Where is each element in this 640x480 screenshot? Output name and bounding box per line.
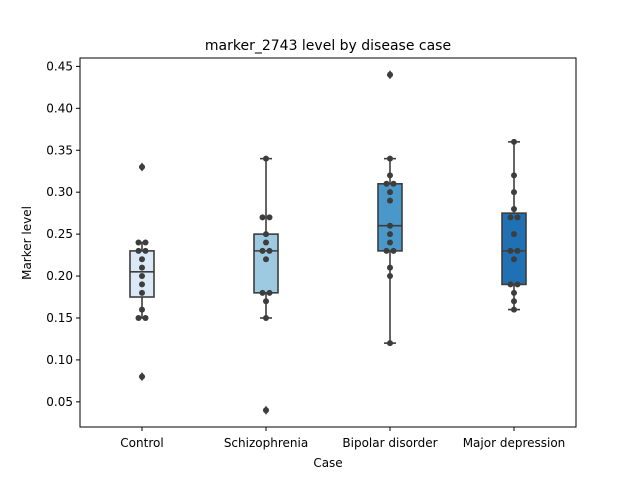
point-schizophrenia-9 (266, 289, 273, 296)
point-major-depression-13 (511, 298, 517, 305)
point-major-depression-12 (511, 289, 517, 296)
x-tick-label-2: Bipolar disorder (342, 436, 437, 450)
point-bipolar-disorder-9 (387, 239, 393, 246)
y-tick-label-2: 0.15 (46, 311, 73, 325)
point-major-depression-11 (514, 281, 521, 288)
point-bipolar-disorder-1 (387, 155, 393, 162)
point-control-11 (135, 314, 142, 321)
point-bipolar-disorder-11 (390, 247, 397, 254)
point-control-7 (139, 273, 145, 280)
point-control-8 (139, 281, 145, 288)
point-schizophrenia-12 (263, 407, 269, 414)
point-major-depression-6 (511, 231, 517, 238)
point-control-12 (142, 314, 149, 321)
chart-title: marker_2743 level by disease case (205, 38, 451, 54)
point-schizophrenia-7 (263, 256, 269, 263)
point-control-0 (139, 164, 145, 171)
point-control-2 (142, 239, 149, 246)
point-major-depression-1 (511, 172, 517, 179)
y-axis-title: Marker level (20, 206, 34, 280)
y-tick-label-4: 0.25 (46, 227, 73, 241)
y-tick-label-5: 0.30 (46, 185, 73, 199)
y-tick-label-1: 0.10 (46, 353, 73, 367)
point-major-depression-0 (511, 138, 517, 145)
point-bipolar-disorder-7 (387, 222, 393, 229)
point-bipolar-disorder-12 (387, 264, 393, 271)
point-major-depression-7 (507, 247, 514, 254)
point-major-depression-8 (514, 247, 521, 254)
point-schizophrenia-4 (263, 239, 269, 246)
y-tick-label-3: 0.20 (46, 269, 73, 283)
point-schizophrenia-11 (263, 314, 269, 321)
point-bipolar-disorder-10 (383, 247, 390, 254)
point-control-5 (139, 256, 145, 263)
y-tick-label-7: 0.40 (46, 101, 73, 115)
x-tick-label-0: Control (120, 436, 163, 450)
point-bipolar-disorder-6 (387, 197, 393, 204)
point-bipolar-disorder-3 (383, 180, 390, 187)
point-control-10 (139, 306, 145, 313)
point-schizophrenia-2 (266, 214, 273, 221)
y-tick-label-0: 0.05 (46, 395, 73, 409)
x-tick-label-3: Major depression (463, 436, 566, 450)
plot-area: 0.05 0.10 0.15 0.20 0.25 0.30 0.35 0.40 0.45 Cont… (46, 57, 577, 450)
point-control-3 (135, 247, 142, 254)
point-schizophrenia-5 (259, 247, 266, 254)
plot-frame (79, 57, 577, 428)
point-control-6 (139, 264, 145, 271)
point-control-13 (139, 373, 145, 380)
point-bipolar-disorder-2 (387, 172, 393, 179)
point-schizophrenia-1 (259, 214, 266, 221)
point-major-depression-2 (511, 189, 517, 196)
point-control-1 (135, 239, 142, 246)
point-schizophrenia-8 (259, 289, 266, 296)
point-major-depression-5 (514, 214, 521, 221)
x-tick-label-1: Schizophrenia (224, 436, 308, 450)
point-major-depression-4 (507, 214, 514, 221)
point-bipolar-disorder-14 (387, 340, 393, 347)
x-axis-title: Case (313, 456, 342, 470)
point-major-depression-3 (511, 205, 517, 212)
point-control-9 (139, 289, 145, 296)
point-schizophrenia-6 (266, 247, 273, 254)
point-schizophrenia-10 (263, 298, 269, 305)
box-major-depression (501, 212, 527, 286)
point-bipolar-disorder-5 (387, 189, 393, 196)
point-major-depression-10 (507, 281, 514, 288)
y-tick-label-8: 0.45 (46, 59, 73, 73)
point-bipolar-disorder-0 (387, 71, 393, 78)
point-schizophrenia-0 (263, 155, 269, 162)
point-schizophrenia-3 (263, 231, 269, 238)
point-bipolar-disorder-4 (390, 180, 397, 187)
point-control-4 (142, 247, 149, 254)
point-bipolar-disorder-13 (387, 273, 393, 280)
point-major-depression-14 (511, 306, 517, 313)
y-tick-label-6: 0.35 (46, 143, 73, 157)
point-bipolar-disorder-8 (387, 231, 393, 238)
point-major-depression-9 (511, 256, 517, 263)
